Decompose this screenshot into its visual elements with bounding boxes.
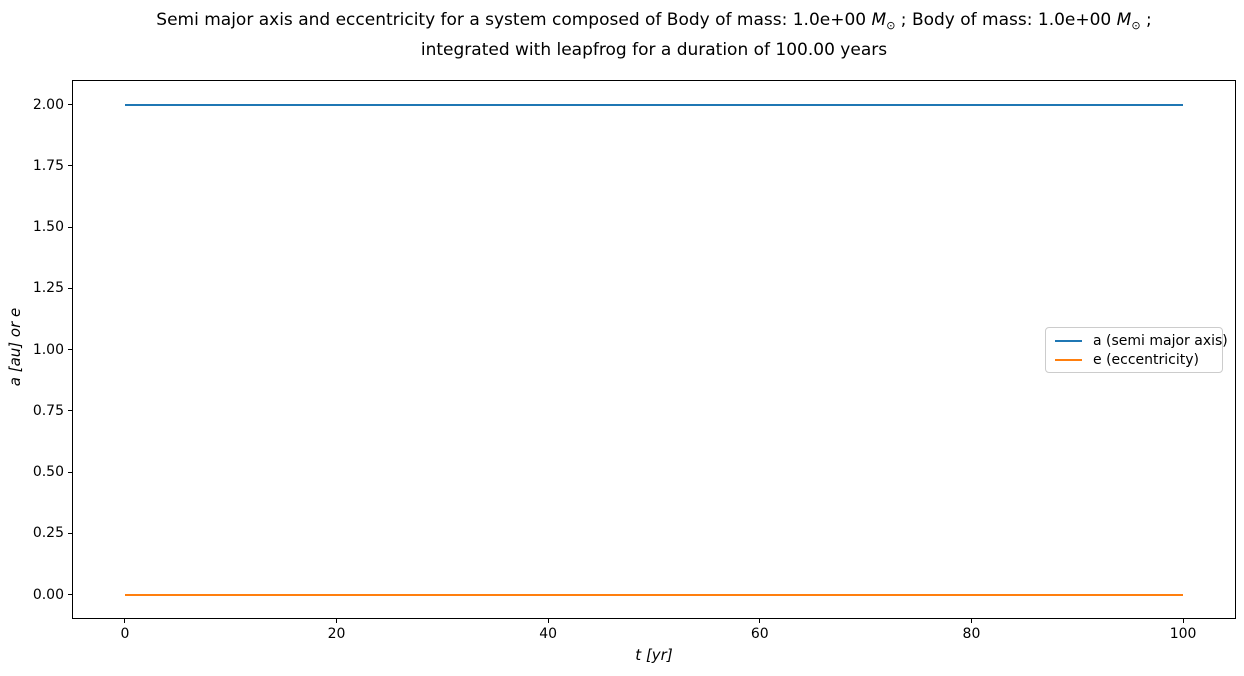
y-tick-mark	[68, 165, 72, 167]
series-line-e	[124, 593, 1184, 596]
legend-label: e (eccentricity)	[1093, 351, 1199, 368]
legend-item-e: e (eccentricity)	[1055, 350, 1222, 369]
y-tick-mark	[68, 410, 72, 412]
y-tick-label: 1.50	[32, 219, 64, 235]
title-segment: M	[1116, 10, 1132, 30]
chart-title-line2: integrated with leapfrog for a duration …	[420, 40, 888, 60]
legend-line-swatch	[1055, 358, 1082, 361]
y-tick-label: 1.00	[32, 341, 64, 358]
y-tick-label: 2.00	[32, 96, 64, 113]
x-tick-mark	[547, 619, 549, 623]
y-tick-label: 0.75	[32, 402, 64, 419]
legend-line-swatch	[1055, 339, 1082, 342]
y-tick-label: 0.25	[32, 525, 64, 542]
solar-mass-symbol: ⊙	[886, 19, 896, 32]
x-axis-label: t [yr]	[635, 646, 673, 664]
chart-title: Semi major axis and eccentricity for a s…	[72, 8, 1236, 62]
x-tick-label: 20	[327, 626, 346, 642]
series-line-a	[124, 103, 1184, 106]
legend-item-a: a (semi major axis)	[1055, 331, 1228, 350]
title-segment: ; Body of mass: 1.0e+00	[895, 10, 1117, 30]
x-tick-label: 40	[539, 626, 558, 642]
y-tick-mark	[68, 349, 72, 350]
y-axis-label: a [au] or e	[6, 307, 24, 387]
x-tick-mark	[759, 619, 761, 623]
y-tick-label: 0.00	[32, 586, 64, 603]
x-tick-label: 80	[962, 626, 981, 642]
y-tick-mark	[68, 471, 72, 473]
x-tick-mark	[970, 619, 972, 623]
x-tick-mark	[124, 619, 126, 623]
y-tick-mark	[68, 104, 72, 105]
title-segment: M	[871, 10, 887, 30]
title-segment: ;	[1140, 10, 1152, 30]
legend: a (semi major axis) e (eccentricity)	[1045, 327, 1228, 373]
x-tick-label: 100	[1169, 626, 1197, 642]
solar-mass-symbol: ⊙	[1131, 19, 1141, 32]
y-tick-mark	[68, 287, 72, 289]
title-segment: Semi major axis and eccentricity for a s…	[156, 10, 872, 30]
x-tick-mark	[1182, 619, 1184, 623]
y-tick-mark	[68, 532, 72, 534]
y-tick-mark	[68, 226, 72, 228]
legend-label: a (semi major axis)	[1093, 332, 1228, 349]
y-tick-label: 0.50	[32, 464, 64, 480]
y-tick-mark	[68, 594, 72, 595]
x-tick-label: 0	[120, 626, 130, 642]
plot-area	[72, 80, 1236, 619]
y-tick-label: 1.75	[32, 157, 64, 174]
x-tick-label: 60	[750, 626, 769, 642]
y-tick-label: 1.25	[32, 280, 64, 297]
x-tick-mark	[336, 619, 338, 623]
chart-title-line1: Semi major axis and eccentricity for a s…	[72, 8, 1236, 38]
